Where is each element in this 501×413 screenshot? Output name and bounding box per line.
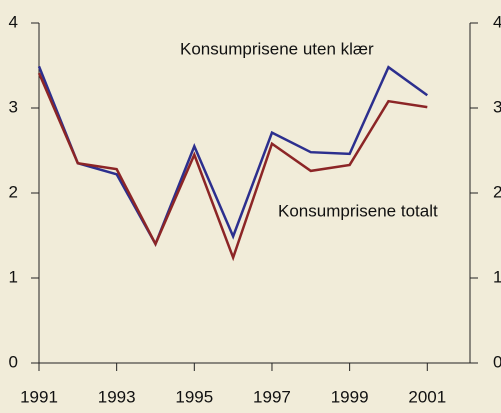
y-tick-label: 3 [9, 97, 18, 116]
x-tick-label: 2001 [408, 387, 446, 406]
y-tick-label: 2 [9, 182, 18, 201]
y2-tick-label: 4 [493, 12, 501, 31]
x-tick-label: 1995 [175, 387, 213, 406]
x-tick-label: 1997 [253, 387, 291, 406]
y2-tick-label: 0 [493, 352, 501, 371]
x-tick-label: 1993 [98, 387, 136, 406]
series-label: Konsumprisene uten klær [180, 39, 374, 58]
y2-tick-label: 2 [493, 182, 501, 201]
y-tick-label: 1 [9, 267, 18, 286]
series-label: Konsumprisene totalt [278, 201, 438, 220]
series-line [37, 72, 428, 262]
y2-tick-label: 1 [493, 267, 501, 286]
y-tick-label: 0 [9, 352, 18, 371]
y2-tick-label: 3 [493, 97, 501, 116]
y-tick-label: 4 [9, 12, 18, 31]
series-line [37, 65, 429, 247]
x-tick-label: 1991 [20, 387, 58, 406]
x-tick-label: 1999 [331, 387, 369, 406]
